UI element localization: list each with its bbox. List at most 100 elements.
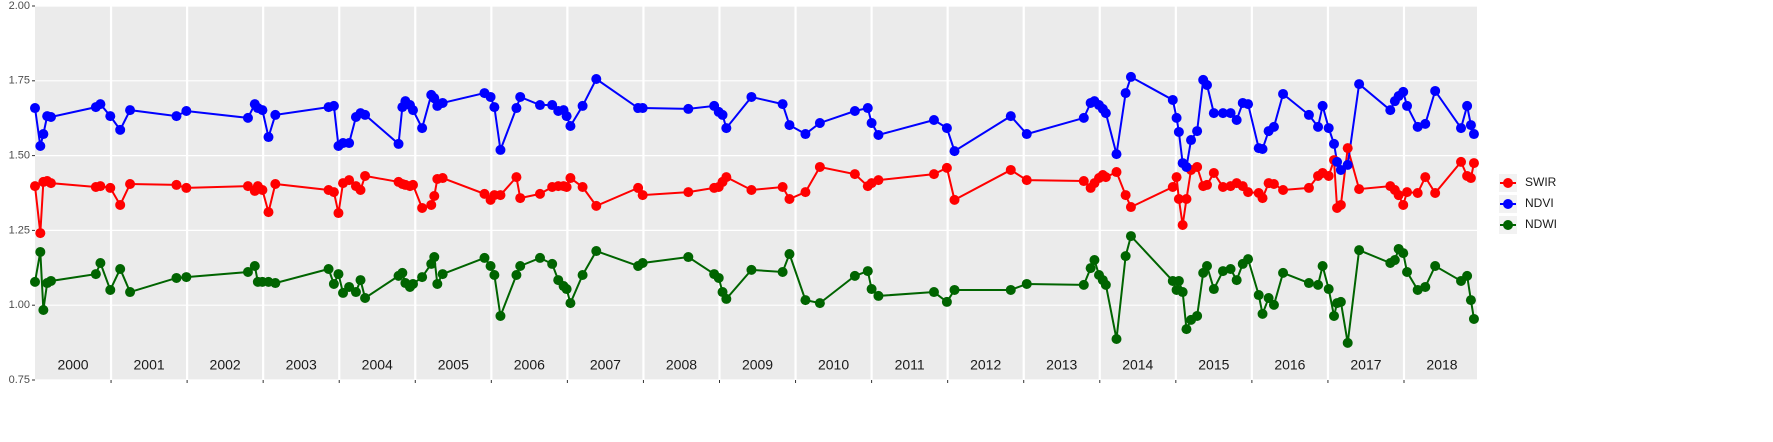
point	[350, 287, 361, 298]
point	[1465, 295, 1476, 306]
point	[633, 182, 644, 193]
y-tick-label: 0.75	[9, 374, 30, 386]
point	[1120, 88, 1131, 99]
point	[561, 284, 572, 295]
point	[535, 188, 546, 199]
point	[125, 179, 136, 190]
point	[1402, 100, 1413, 111]
point	[397, 267, 408, 278]
year-label: 2005	[438, 357, 469, 373]
point	[1393, 190, 1404, 201]
point	[95, 99, 106, 110]
point	[1078, 112, 1089, 123]
y-tick-label: 1.75	[9, 75, 30, 87]
point	[181, 272, 192, 283]
point	[1177, 287, 1188, 298]
point	[1171, 112, 1182, 123]
panel	[35, 6, 1477, 380]
point	[355, 185, 366, 196]
point	[683, 187, 694, 198]
point	[784, 120, 795, 131]
point	[429, 252, 440, 263]
point	[565, 298, 576, 309]
point	[1268, 299, 1279, 310]
point	[1323, 170, 1334, 181]
point	[30, 103, 40, 114]
point	[1354, 184, 1365, 195]
point	[577, 182, 588, 193]
point	[561, 182, 572, 193]
year-label: 2009	[742, 357, 773, 373]
point	[437, 173, 448, 184]
point	[683, 252, 694, 263]
point	[637, 103, 648, 114]
point	[1173, 126, 1184, 137]
point	[862, 103, 873, 114]
point	[1171, 172, 1182, 183]
point	[1354, 79, 1365, 90]
y-tick-label: 1.50	[9, 150, 30, 162]
point	[1257, 144, 1268, 155]
point	[1021, 175, 1032, 186]
point	[1468, 129, 1479, 140]
point	[1078, 176, 1089, 187]
y-tick-label: 1.00	[9, 299, 30, 311]
point	[407, 278, 418, 289]
point	[561, 111, 572, 122]
point	[1313, 279, 1324, 290]
legend-label: NDVI	[1525, 196, 1554, 210]
point	[717, 109, 728, 120]
point	[535, 252, 546, 263]
point	[344, 175, 355, 186]
point	[1420, 172, 1431, 183]
point	[1021, 278, 1032, 289]
point	[1420, 118, 1431, 129]
legend-label: NDWI	[1525, 217, 1557, 231]
point	[721, 123, 732, 134]
point	[1192, 161, 1203, 172]
point	[1317, 261, 1328, 272]
point	[1243, 99, 1254, 110]
point	[511, 172, 522, 183]
point	[1120, 251, 1131, 262]
point	[429, 190, 440, 201]
point	[115, 263, 126, 274]
point	[1278, 267, 1289, 278]
point	[746, 91, 757, 102]
point	[1181, 324, 1192, 335]
point	[1208, 167, 1219, 178]
year-label: 2001	[134, 357, 165, 373]
point	[328, 278, 339, 289]
marks	[30, 71, 1479, 348]
point	[1389, 255, 1400, 266]
point	[1323, 123, 1334, 134]
point	[360, 170, 371, 181]
point	[1335, 164, 1346, 175]
point	[1342, 143, 1353, 154]
point	[45, 112, 56, 123]
year-label: 2006	[514, 357, 545, 373]
point	[928, 169, 939, 180]
point	[1332, 156, 1343, 167]
point	[45, 178, 56, 189]
point	[866, 117, 877, 128]
point	[249, 261, 260, 272]
point	[242, 266, 253, 277]
point	[814, 298, 825, 309]
point	[1342, 159, 1353, 170]
point	[1342, 337, 1353, 348]
point	[784, 249, 795, 260]
point	[1329, 138, 1340, 149]
point	[515, 91, 526, 102]
point	[437, 97, 448, 108]
point	[417, 272, 428, 283]
point	[713, 272, 724, 283]
point	[1005, 164, 1016, 175]
point	[1430, 188, 1441, 198]
point	[1278, 88, 1289, 99]
point	[777, 182, 788, 193]
point	[511, 269, 522, 280]
point	[105, 284, 116, 295]
point	[547, 258, 558, 269]
point	[181, 182, 192, 193]
